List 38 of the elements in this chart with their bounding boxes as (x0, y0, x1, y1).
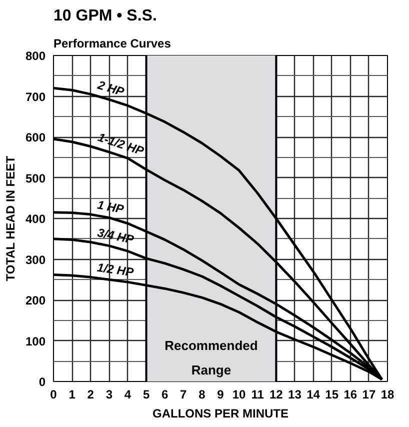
y-tick-label: 800 (25, 49, 46, 63)
x-tick-label: 16 (344, 388, 358, 402)
x-tick-label: 6 (161, 388, 168, 402)
x-tick-label: 4 (124, 388, 132, 402)
y-tick-label: 600 (25, 130, 46, 144)
text: 3/4 HP (96, 225, 136, 247)
chart-title: 10 GPM • S.S. (54, 8, 157, 24)
y-tick-label: 700 (25, 90, 46, 104)
x-tick-label: 15 (325, 388, 339, 402)
x-tick-label: 17 (362, 388, 376, 402)
x-axis-title: GALLONS PER MINUTE (152, 406, 289, 420)
y-tick-label: 0 (38, 375, 46, 389)
x-tick-label: 14 (306, 388, 320, 402)
band-label: Recommended Range (164, 338, 258, 378)
x-tick-label: 7 (180, 388, 188, 402)
y-tick-label: 300 (25, 252, 46, 267)
y-tick-label: 500 (25, 171, 46, 186)
x-tick-label: 9 (217, 388, 224, 402)
text: 1-1/2 HP (96, 130, 146, 158)
x-tick-label: 18 (380, 388, 394, 402)
text: 1/2 HP (96, 260, 136, 280)
y-tick-label: 200 (25, 294, 46, 308)
x-tick-label: 5 (142, 388, 150, 402)
x-tick-label: 3 (106, 388, 113, 402)
text: 2 HP (95, 78, 127, 100)
x-tick-label: 10 (232, 388, 246, 402)
text: 1 HP (96, 198, 126, 217)
x-tick-label: 12 (269, 388, 284, 402)
x-tick-label: 1 (68, 388, 76, 402)
x-tick-label: 0 (50, 388, 58, 402)
x-tick-label: 2 (87, 388, 94, 402)
x-tick-label: 8 (198, 388, 206, 402)
x-tick-label: 13 (288, 388, 302, 402)
y-axis-title: TOTAL HEAD IN FEET (3, 155, 18, 282)
chart-subtitle: Performance Curves (54, 36, 172, 50)
x-tick-label: 11 (251, 388, 264, 402)
y-tick-label: 100 (25, 334, 46, 348)
y-tick-label: 400 (25, 212, 46, 226)
